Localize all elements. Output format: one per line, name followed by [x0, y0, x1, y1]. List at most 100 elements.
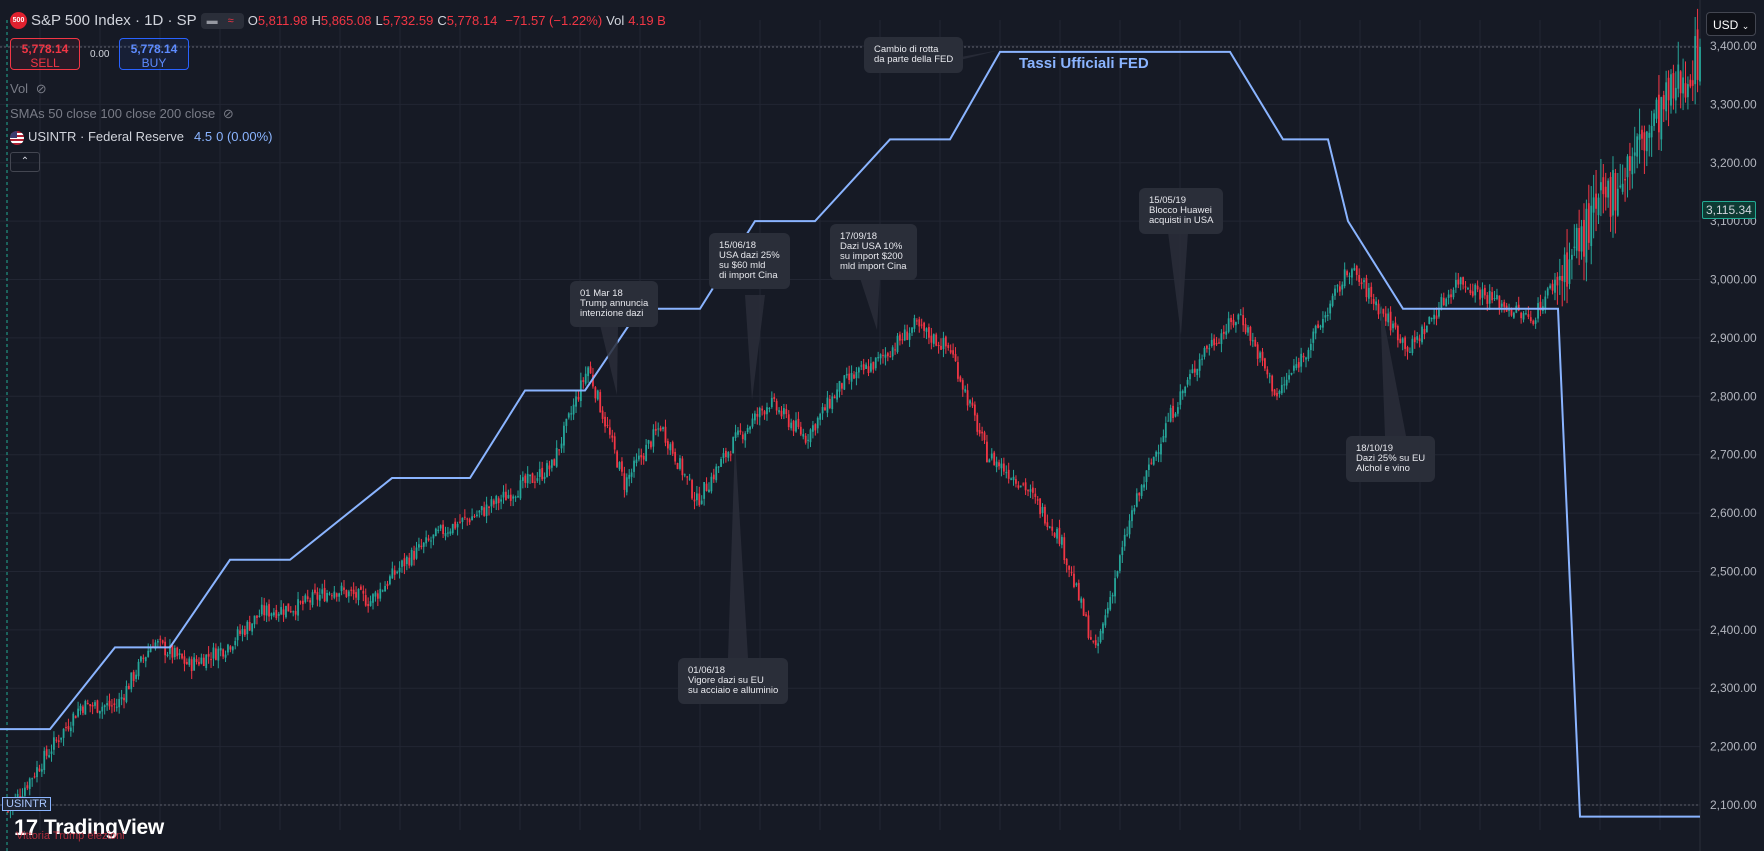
candle-body	[877, 357, 880, 359]
candle-body	[161, 640, 164, 643]
tradingview-logo[interactable]: 17 TradingView	[14, 815, 164, 841]
usintr-legend[interactable]: USINTR · Federal Reserve 4.5 0 (0.00%)	[10, 129, 277, 145]
eye-off-icon[interactable]: ⊘	[222, 106, 234, 121]
candle-body	[874, 357, 877, 369]
candle-body	[679, 458, 681, 469]
candle-body	[1508, 309, 1510, 311]
candle-body	[1496, 294, 1498, 299]
candle-body	[1493, 298, 1496, 300]
candle-body	[1075, 583, 1078, 586]
candle-body	[753, 413, 756, 421]
candle-body	[253, 615, 256, 625]
candle-body	[1416, 336, 1419, 340]
sma-indicator[interactable]: SMAs 50 close 100 close 200 close ⊘	[10, 106, 238, 122]
candle-body	[509, 494, 512, 501]
candle-body	[1218, 342, 1220, 344]
candle-body	[741, 434, 744, 440]
annotation-jun-2018-eu[interactable]: 01/06/18 Vigore dazi su EU su acciaio e …	[678, 658, 789, 704]
candle-body	[572, 404, 575, 415]
chevron-up-icon: ⌃	[20, 156, 30, 167]
candle-body	[86, 703, 89, 705]
candle-body	[862, 364, 865, 371]
candle-body	[870, 363, 872, 372]
candle-body	[1469, 289, 1472, 294]
candle-body	[882, 355, 884, 357]
candle-body	[821, 407, 824, 414]
candle-body	[1684, 83, 1687, 98]
candle-body	[98, 710, 101, 714]
candle-body	[367, 603, 370, 607]
candle-body	[316, 591, 319, 600]
candle-body	[473, 516, 476, 518]
candle-body	[82, 706, 84, 713]
sp500-badge-icon: 500	[10, 12, 27, 29]
candle-body	[1520, 312, 1523, 319]
volume-label: Vol	[606, 13, 625, 28]
candle-body	[1305, 357, 1307, 360]
candle-body	[1650, 125, 1653, 138]
candle-body	[1682, 77, 1684, 94]
sell-button[interactable]: 5,778.14 SELL	[10, 38, 80, 70]
candle-body	[137, 661, 140, 677]
candle-body	[727, 452, 730, 458]
candle-body	[1264, 358, 1266, 369]
candle-body	[1102, 623, 1104, 634]
buy-button[interactable]: 5,778.14 BUY	[119, 38, 189, 70]
collapse-legend-button[interactable]: ⌃	[10, 152, 40, 172]
candle-body	[210, 659, 212, 661]
symbol-title[interactable]: S&P 500 Index · 1D · SP	[31, 12, 197, 29]
candle-body	[193, 657, 196, 671]
annotation-fed-turn[interactable]: Cambio di rotta da parte della FED	[864, 37, 964, 73]
candle-body	[1280, 384, 1283, 394]
candle-body	[647, 440, 650, 444]
candle-body	[1082, 599, 1085, 616]
candle-body	[1539, 301, 1542, 311]
currency-select[interactable]: USD ⌄	[1706, 12, 1756, 36]
candle-body	[1561, 275, 1564, 282]
last-price-label: 3,115.34	[1702, 201, 1756, 219]
candle-body	[480, 506, 483, 511]
candle-body	[553, 459, 556, 466]
candle-body	[1474, 284, 1477, 296]
candle-body	[125, 686, 128, 702]
candle-body	[468, 519, 471, 523]
candle-body	[67, 726, 70, 730]
candle-body	[1348, 275, 1351, 277]
candle-body	[1203, 347, 1206, 357]
candle-body	[814, 424, 817, 431]
annotation-jun-2018[interactable]: 15/06/18 USA dazi 25% su $60 mld di impo…	[709, 233, 790, 289]
annotation-mar-2018[interactable]: 01 Mar 18 Trump annuncia intenzione dazi	[570, 281, 659, 327]
candle-body	[1658, 94, 1660, 133]
candle-body	[447, 532, 449, 534]
candle-body	[1247, 327, 1249, 333]
annotation-sep-2018[interactable]: 17/09/18 Dazi USA 10% su import $200 mld…	[830, 224, 917, 280]
candle-body	[1063, 537, 1066, 561]
candle-body	[243, 629, 246, 636]
eye-off-icon[interactable]: ⊘	[35, 81, 47, 96]
candle-body	[1106, 607, 1109, 614]
annotation-oct-2019[interactable]: 18/10/19 Dazi 25% su EU Alchol e vino	[1346, 436, 1436, 482]
vol-indicator[interactable]: Vol ⊘	[10, 81, 51, 97]
candle-body	[1027, 490, 1029, 492]
candle-body	[630, 472, 633, 477]
candle-body	[642, 455, 645, 460]
candle-body	[57, 740, 60, 742]
candle-body	[1121, 547, 1124, 556]
candle-body	[1060, 536, 1063, 545]
candle-body	[604, 416, 606, 427]
candle-body	[1491, 292, 1494, 301]
candle-body	[756, 414, 759, 417]
annotation-pointer	[600, 325, 618, 395]
candle-body	[181, 653, 183, 659]
candle-body	[1599, 182, 1602, 191]
candle-body	[1019, 485, 1022, 487]
candle-body	[838, 381, 841, 392]
annotation-may-2019[interactable]: 15/05/19 Blocco Huawei acquisti in USA	[1139, 188, 1224, 234]
candle-body	[1034, 493, 1037, 497]
chart-type-pill[interactable]: ▬ ≈	[200, 12, 244, 29]
candle-body	[983, 432, 986, 441]
y-tick-label: 2,600.00	[1710, 506, 1757, 520]
candle-body	[611, 435, 614, 438]
candle-body	[275, 609, 278, 619]
